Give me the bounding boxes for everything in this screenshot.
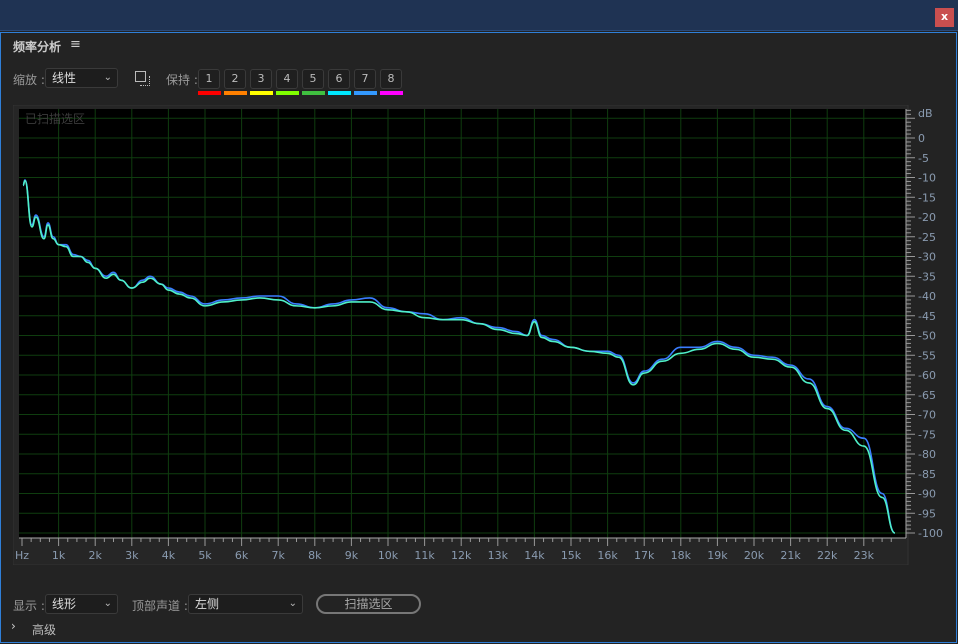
x-tick-label: 11k (414, 549, 435, 562)
hold-color-swatch-5 (302, 91, 325, 95)
y-tick-label: -10 (918, 172, 936, 185)
spectrum-series-1 (22, 179, 896, 534)
x-tick-label: 4k (162, 549, 176, 562)
zoom-select[interactable]: 线性 ⌄ (45, 68, 118, 88)
y-tick-label: -70 (918, 409, 936, 422)
y-tick-label: -55 (918, 349, 936, 362)
y-tick-label: -20 (918, 211, 936, 224)
hold-color-swatch-4 (276, 91, 299, 95)
curves (22, 179, 896, 534)
x-tick-label: 9k (345, 549, 359, 562)
y-tick-label: -45 (918, 310, 936, 323)
spectrum-plot: Hz 1k 2k 3k 4k 5k 6k 7k 8k 9k 10k 11k 12k 13k 14k 15k 16… (13, 105, 943, 565)
top-channel-select[interactable]: 左侧 ⌄ (188, 594, 303, 614)
x-tick-label: 21k (780, 549, 801, 562)
chevron-down-icon: ⌄ (103, 598, 112, 609)
x-tick-label: 2k (89, 549, 103, 562)
spectrum-series-2 (22, 179, 896, 534)
x-tick-label: Hz (15, 549, 29, 562)
y-tick-label: -95 (918, 507, 936, 520)
x-tick-label: 22k (817, 549, 838, 562)
x-tick-label: 3k (125, 549, 139, 562)
close-button[interactable]: x (935, 8, 954, 27)
y-tick-label: -5 (918, 152, 929, 165)
chevron-down-icon: ⌄ (288, 598, 297, 609)
plot-background (19, 109, 906, 538)
y-tick-label: -100 (918, 527, 943, 540)
display-label: 显示 : (13, 599, 45, 613)
y-tick-label: -50 (918, 330, 936, 343)
top-channel-value: 左侧 (195, 597, 220, 611)
hold-color-swatch-1 (198, 91, 221, 95)
hold-color-swatch-2 (224, 91, 247, 95)
y-tick-label: -25 (918, 231, 936, 244)
y-tick-label: -60 (918, 369, 936, 382)
axes: Hz 1k 2k 3k 4k 5k 6k 7k 8k 9k 10k 11k 12k 13k 14k 15k 16… (15, 107, 943, 562)
hamburger-icon[interactable]: ≡ (70, 37, 81, 52)
y-tick-label: -30 (918, 251, 936, 264)
y-tick-label: -15 (918, 191, 936, 204)
chevron-down-icon: ⌄ (103, 72, 112, 83)
x-tick-label: 18k (671, 549, 692, 562)
x-tick-label: 14k (524, 549, 545, 562)
y-tick-label: -35 (918, 270, 936, 283)
hold-button-4[interactable]: 4 (276, 69, 298, 89)
x-tick-label: 7k (272, 549, 286, 562)
scan-selection-button[interactable]: 扫描选区 (316, 594, 421, 614)
overlay-label: 已扫描选区 (25, 112, 85, 126)
x-tick-label: 6k (235, 549, 249, 562)
hold-button-2[interactable]: 2 (224, 69, 246, 89)
x-tick-label: 17k (634, 549, 655, 562)
x-tick-label: 20k (744, 549, 765, 562)
top-channel-label: 顶部声道 : (132, 599, 188, 613)
zoom-label: 缩放 : (13, 73, 45, 87)
x-tick-label: 10k (378, 549, 399, 562)
x-tick-label: 5k (198, 549, 212, 562)
hold-button-1[interactable]: 1 (198, 69, 220, 89)
x-tick-label: 19k (707, 549, 728, 562)
hold-color-swatch-7 (354, 91, 377, 95)
x-tick-label: 16k (597, 549, 618, 562)
chevron-right-icon[interactable]: › (11, 619, 16, 633)
hold-button-3[interactable]: 3 (250, 69, 272, 89)
advanced-toggle[interactable]: 高级 (32, 623, 57, 637)
y-tick-label: -80 (918, 448, 936, 461)
y-tick-label: -65 (918, 389, 936, 402)
x-tick-label: 8k (308, 549, 322, 562)
x-tick-label: 13k (488, 549, 509, 562)
display-select[interactable]: 线形 ⌄ (45, 594, 118, 614)
hold-label: 保持 : (166, 73, 198, 87)
display-value: 线形 (52, 597, 77, 611)
x-tick-label: 1k (52, 549, 66, 562)
hold-button-7[interactable]: 7 (354, 69, 376, 89)
hold-color-swatch-3 (250, 91, 273, 95)
hold-color-swatch-8 (380, 91, 403, 95)
zoom-value: 线性 (52, 71, 77, 85)
title-bar: x (0, 0, 958, 31)
y-axis-unit: dB (918, 107, 933, 120)
hold-button-8[interactable]: 8 (380, 69, 402, 89)
x-tick-label: 23k (854, 549, 875, 562)
panel-title: 频率分析 (13, 40, 62, 54)
y-tick-label: -85 (918, 468, 936, 481)
marquee-icon[interactable] (135, 71, 150, 86)
x-tick-label: 12k (451, 549, 472, 562)
x-tick-label: 15k (561, 549, 582, 562)
grid (19, 109, 906, 538)
hold-button-5[interactable]: 5 (302, 69, 324, 89)
y-tick-label: 0 (918, 132, 925, 145)
hold-color-swatch-6 (328, 91, 351, 95)
hold-button-6[interactable]: 6 (328, 69, 350, 89)
y-tick-label: -40 (918, 290, 936, 303)
y-tick-label: -75 (918, 428, 936, 441)
y-tick-label: -90 (918, 488, 936, 501)
